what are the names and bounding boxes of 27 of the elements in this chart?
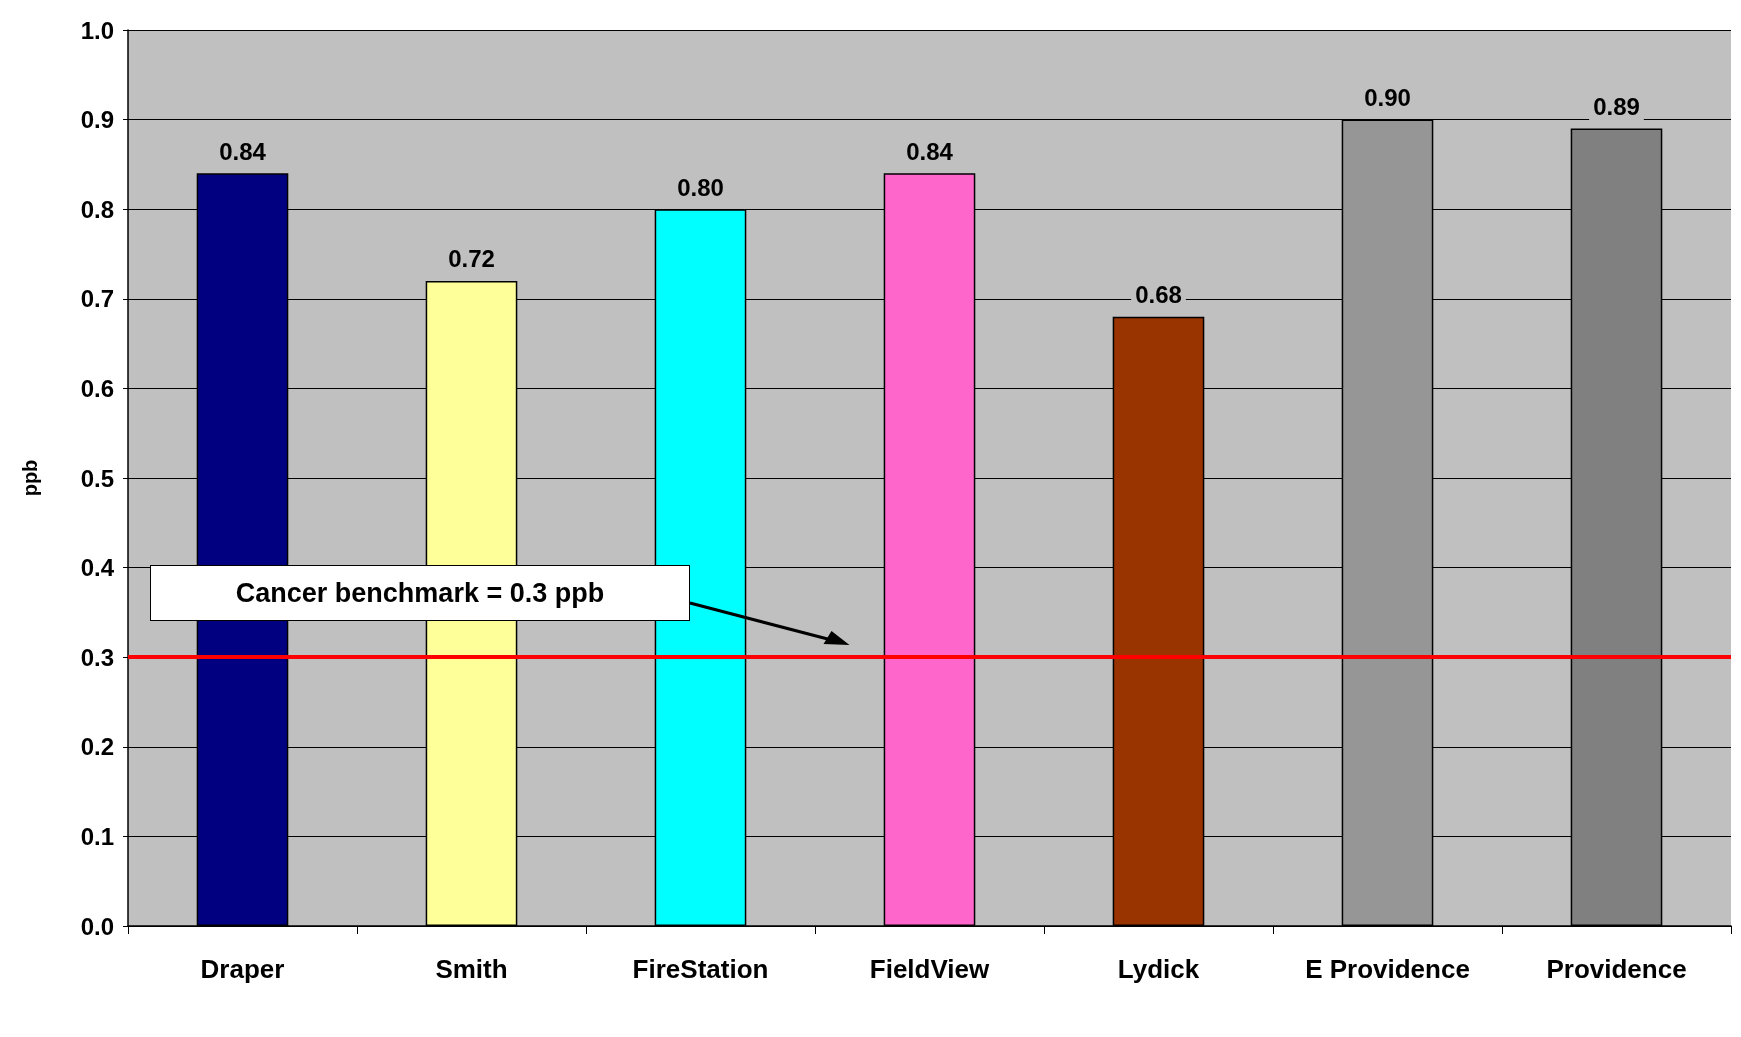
x-tick-label: Smith — [435, 954, 508, 984]
x-tick-label: Draper — [200, 954, 285, 984]
y-tick-label: 0.0 — [80, 912, 114, 940]
x-tick-label: Lydick — [1117, 954, 1200, 984]
y-tick-label: 0.9 — [80, 106, 114, 134]
data-label: 0.84 — [219, 137, 267, 165]
y-tick-label: 0.3 — [80, 643, 114, 671]
callout-box: Cancer benchmark = 0.3 ppb — [150, 565, 690, 622]
data-label: 0.89 — [1593, 93, 1640, 121]
data-label: 0.80 — [677, 173, 724, 201]
y-tick-label: 0.8 — [80, 195, 114, 223]
x-tick-label: E Providence — [1305, 954, 1470, 984]
y-tick-label: 0.6 — [80, 374, 114, 402]
data-label: 0.72 — [448, 245, 495, 273]
data-label: 0.90 — [1364, 84, 1411, 112]
y-tick-label: 0.2 — [80, 733, 114, 761]
y-tick-label: 0.1 — [80, 822, 114, 850]
y-tick-label: 0.4 — [80, 554, 115, 582]
y-tick-label: 1.0 — [80, 16, 114, 44]
y-tick-label: 0.5 — [80, 464, 114, 492]
x-tick-label: FireStation — [632, 954, 769, 984]
x-tick-label: Providence — [1546, 954, 1687, 984]
y-axis-title: ppb — [19, 459, 41, 497]
x-tick-label: FieldView — [869, 954, 990, 984]
y-tick-label: 0.7 — [80, 285, 114, 313]
data-label: 0.68 — [1135, 281, 1182, 309]
data-label: 0.84 — [906, 137, 954, 165]
